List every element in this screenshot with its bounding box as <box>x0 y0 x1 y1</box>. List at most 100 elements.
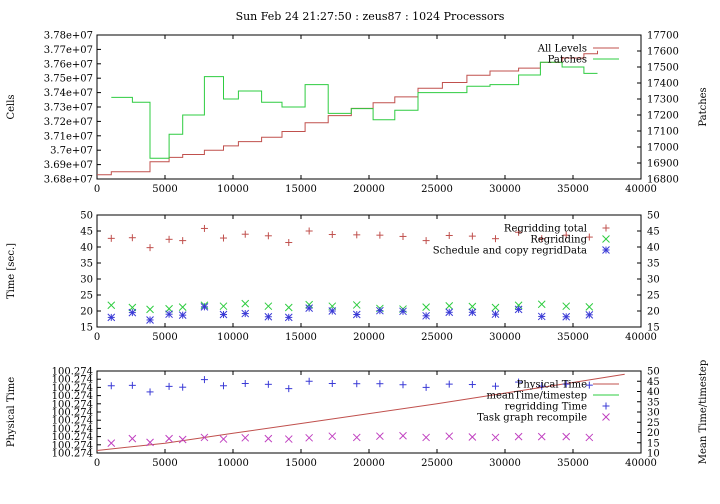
y-tick-label: 100.274 <box>52 399 93 410</box>
x-tick-label: 0 <box>94 458 100 469</box>
y-tick-label: 100.274 <box>52 424 93 435</box>
x-tick-label: 15000 <box>285 184 317 195</box>
y-axis-label: Time [sec.] <box>6 243 17 299</box>
series-schedule-and-copy-regriddata-point <box>422 311 430 320</box>
legend-label: Schedule and copy regridData <box>433 246 587 257</box>
series-schedule-and-copy-regriddata-point <box>399 307 407 316</box>
y-tick-label: 45 <box>80 227 93 238</box>
x-tick-label: 5000 <box>152 332 177 343</box>
series-task-graph-recompile-point <box>491 433 500 442</box>
series-schedule-and-copy-regriddata-point <box>585 310 594 319</box>
x-tick-label: 10000 <box>217 458 249 469</box>
series-regridding-point <box>219 302 228 311</box>
y2-tick-label: 10 <box>647 449 660 460</box>
series-schedule-and-copy-regriddata-point <box>284 313 293 322</box>
series-schedule-and-copy-regriddata-point <box>107 313 116 322</box>
series-regridding-point <box>146 305 154 314</box>
legend-label: Regridding total <box>504 224 587 235</box>
y-tick-label: 100.274 <box>52 408 93 419</box>
series-patches-line <box>111 61 598 159</box>
y2-tick-label: 35 <box>647 397 660 408</box>
series-schedule-and-copy-regriddata-point <box>178 311 187 320</box>
series-schedule-and-copy-regriddata-point <box>219 310 228 319</box>
series-task-graph-recompile-point <box>352 433 361 442</box>
series-schedule-and-copy-regriddata-point <box>468 308 477 317</box>
x-tick-label: 15000 <box>285 458 317 469</box>
series-regridding-point <box>264 302 273 311</box>
y-tick-label: 50 <box>80 211 93 222</box>
x-tick-label: 10000 <box>217 332 249 343</box>
series-task-graph-recompile-point <box>376 432 384 441</box>
y2-tick-label: 30 <box>647 275 660 286</box>
series-schedule-and-copy-regriddata-point <box>146 316 154 324</box>
series-schedule-and-copy-regriddata-point <box>241 309 250 318</box>
y2-tick-label: 50 <box>647 367 660 378</box>
series-task-graph-recompile-point <box>146 438 154 447</box>
series-regridding-point <box>422 303 430 312</box>
series-schedule-and-copy-regriddata-point <box>165 310 173 319</box>
series-regridding-point <box>491 303 500 312</box>
physical-time-panel: 0 5000 10000 15000 20000 25000 30000 35000 40000… <box>6 360 709 469</box>
series-task-graph-recompile-point <box>284 435 293 443</box>
series-schedule-and-copy-regriddata-point <box>491 310 500 319</box>
series-regridding-point <box>107 301 116 310</box>
legend-label: Patches <box>548 55 587 66</box>
y2-tick-label: 15 <box>647 438 660 449</box>
series-task-graph-recompile-point <box>165 434 173 443</box>
y2-tick-label: 40 <box>647 387 660 398</box>
series-task-graph-recompile-point <box>562 432 571 441</box>
series-task-graph-recompile-point <box>445 432 454 441</box>
y-tick-label: 15 <box>80 323 93 334</box>
series-task-graph-recompile-point <box>178 435 187 444</box>
y2-tick-label: 17100 <box>647 127 679 138</box>
legend-label: regridding Time <box>505 402 587 413</box>
series-regridding-point <box>445 302 454 310</box>
series-regridding-point <box>178 303 187 312</box>
x-tick-label: 25000 <box>421 332 453 343</box>
y2-tick-label: 15 <box>647 323 660 334</box>
series-task-graph-recompile-point <box>514 432 523 441</box>
series-task-graph-recompile-point <box>107 439 116 448</box>
legend-label: Physical Time <box>517 380 587 391</box>
y2-tick-label: 25 <box>647 291 660 302</box>
series-regridding-point <box>284 303 293 312</box>
legend-swatch <box>602 413 610 421</box>
series-regridding-point <box>165 304 173 313</box>
x-tick-label: 40000 <box>625 458 657 469</box>
y-tick-label: 100.274 <box>52 391 93 402</box>
y2-tick-label: 50 <box>647 211 660 222</box>
y-tick-label: 30 <box>80 275 93 286</box>
y-axis-label: Physical Time <box>6 377 17 447</box>
series-task-graph-recompile-point <box>128 434 137 443</box>
y-tick-label: 20 <box>80 307 93 318</box>
series-task-graph-recompile-point <box>585 433 594 442</box>
x-tick-label: 20000 <box>353 332 385 343</box>
y-tick-label: 100.274 <box>52 383 93 394</box>
series-task-graph-recompile-point <box>219 435 228 443</box>
series-regridding-point <box>305 300 314 309</box>
y-tick-label: 100.274 <box>52 440 93 451</box>
series-regridding-point <box>585 302 594 311</box>
y-tick-label: 3.68e+07 <box>44 175 93 186</box>
y-tick-label: 3.77e+07 <box>44 45 93 56</box>
y-tick-label: 3.69e+07 <box>44 160 93 171</box>
series-all-levels-line <box>97 50 598 176</box>
series-schedule-and-copy-regriddata-point <box>264 312 273 321</box>
y-tick-label: 3.76e+07 <box>44 59 93 70</box>
legend-label: All Levels <box>537 44 587 55</box>
legend-label: Task graph recompile <box>477 413 587 424</box>
y2-tick-label: 17300 <box>647 95 679 106</box>
chart-title: Sun Feb 24 21:27:50 : zeus87 : 1024 Proc… <box>236 10 505 23</box>
y-tick-label: 3.73e+07 <box>44 103 93 114</box>
y2-tick-label: 17000 <box>647 143 679 154</box>
series-physical-time-line <box>96 373 625 451</box>
x-tick-label: 35000 <box>557 458 589 469</box>
y2-tick-label: 30 <box>647 408 660 419</box>
x-tick-label: 0 <box>94 184 100 195</box>
series-schedule-and-copy-regriddata-point <box>128 308 137 317</box>
series-schedule-and-copy-regriddata-point <box>200 302 209 311</box>
y2-tick-label: 45 <box>647 227 660 238</box>
series-regridding-point <box>562 302 571 311</box>
series-regridding-point <box>241 299 250 308</box>
